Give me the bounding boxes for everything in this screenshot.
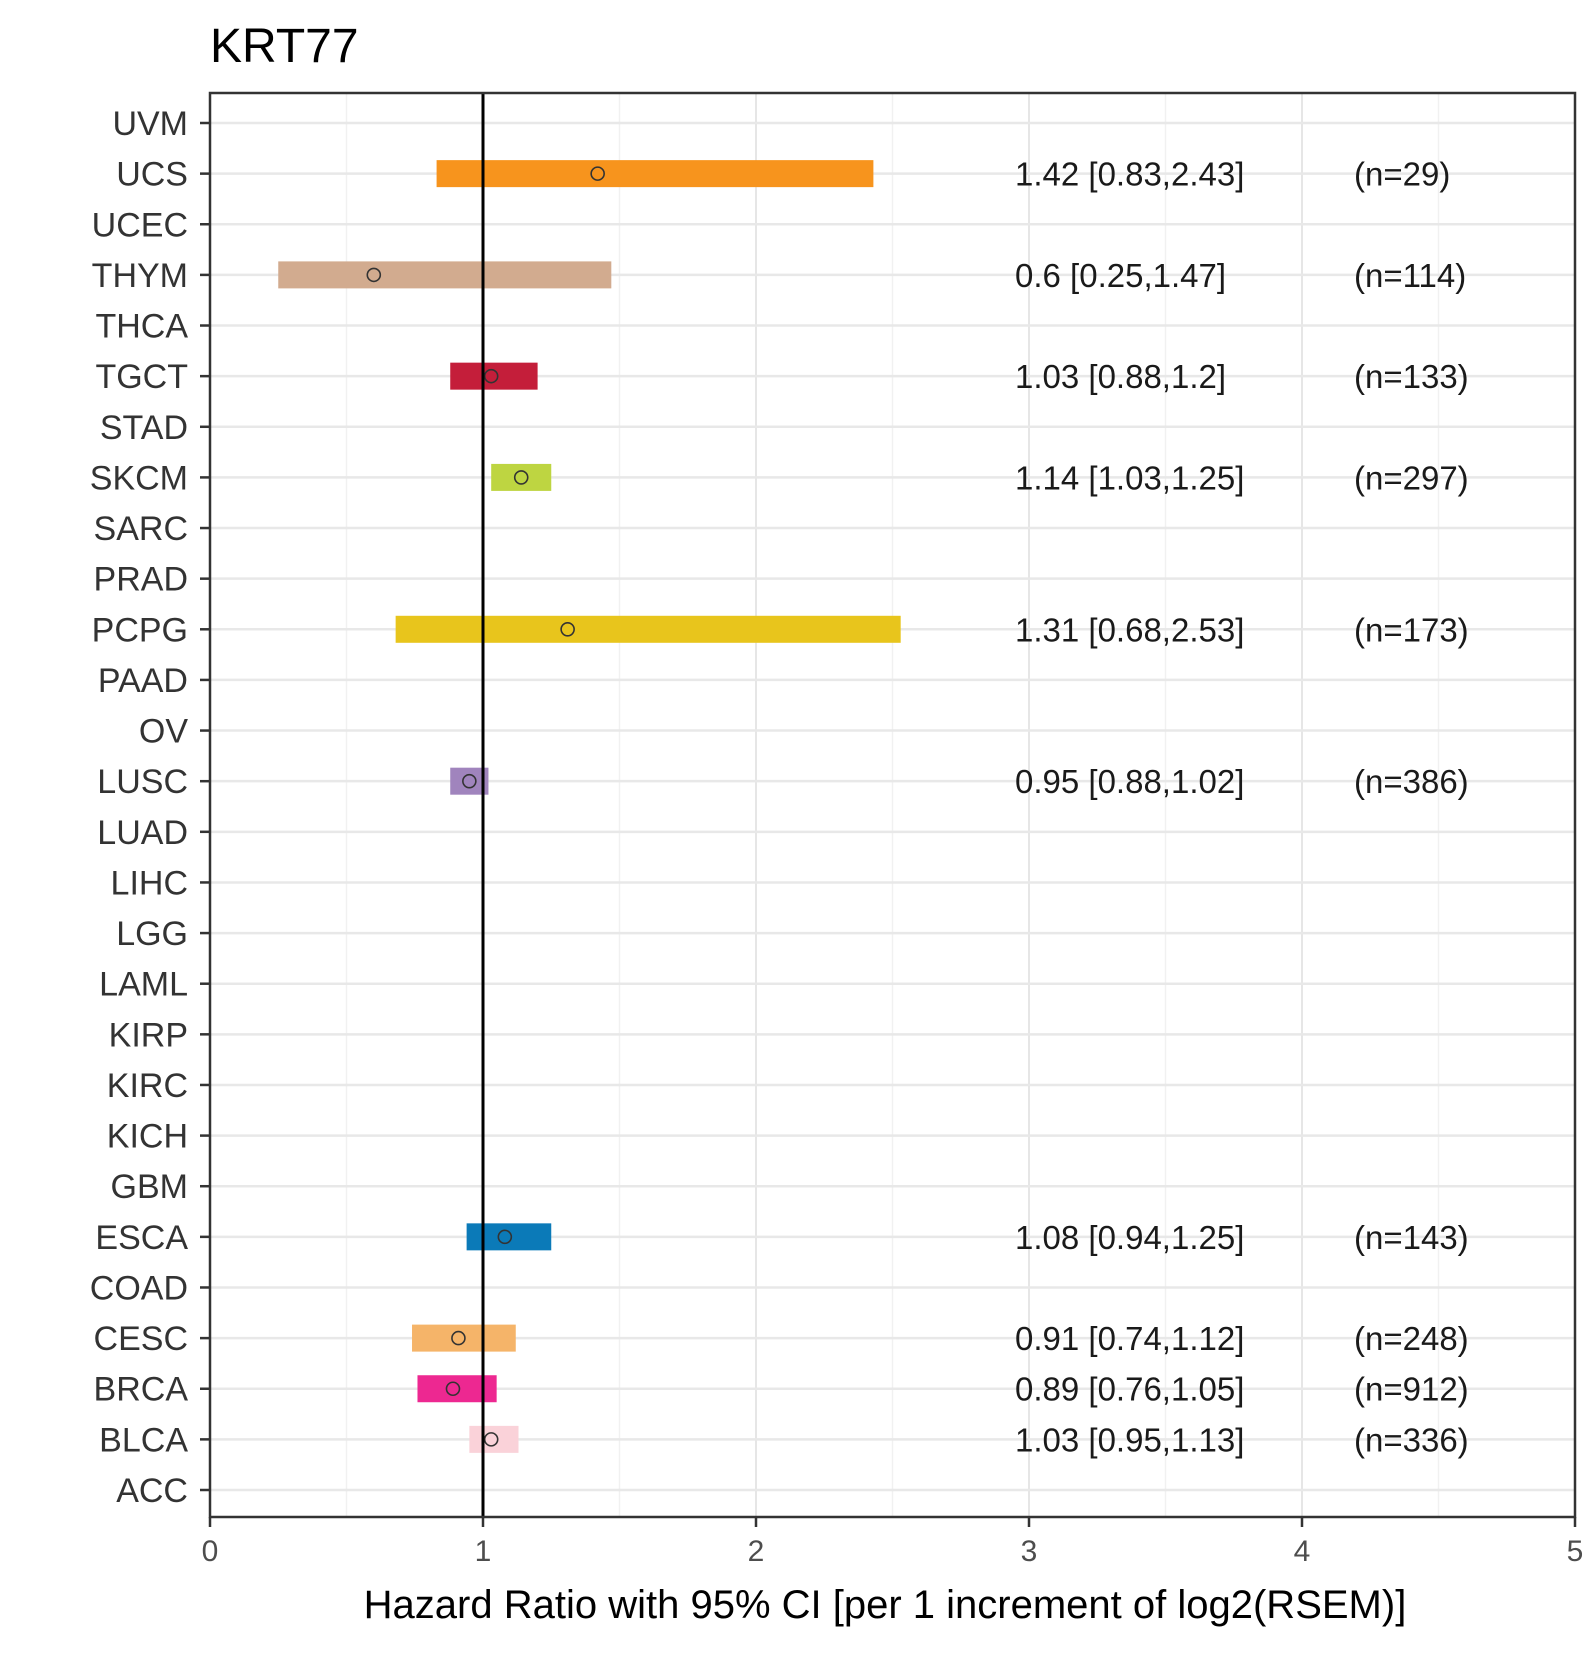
hr-point-tgct xyxy=(483,368,499,384)
ci-bar-esca xyxy=(466,1223,552,1251)
hr-ci-label-thym: 0.6 [0.25,1.47] xyxy=(1015,257,1226,294)
hr-ci-label-ucs: 1.42 [0.83,2.43] xyxy=(1015,156,1244,193)
n-label-esca: (n=143) xyxy=(1354,1219,1469,1256)
x-tick-label: 1 xyxy=(475,1535,492,1568)
plot-area: 1.42 [0.83,2.43] (n=29) 0.6 [0.25,1.47] (n=… xyxy=(90,91,1584,1568)
y-tick-label: CESC xyxy=(94,1320,188,1358)
ci-bar-brca xyxy=(417,1375,497,1403)
y-tick-label: THYM xyxy=(92,257,188,295)
y-tick-label: LUSC xyxy=(97,763,188,801)
hr-ci-label-tgct: 1.03 [0.88,1.2] xyxy=(1015,358,1226,395)
hr-ci-label-esca: 1.08 [0.94,1.25] xyxy=(1015,1219,1244,1256)
y-tick-label: UCS xyxy=(116,156,188,194)
hr-ci-label-lusc: 0.95 [0.88,1.02] xyxy=(1015,763,1244,800)
y-tick-label: BRCA xyxy=(94,1371,189,1409)
chart-title: KRT77 xyxy=(210,20,359,73)
y-tick-label: OV xyxy=(139,713,188,751)
hr-point-blca xyxy=(483,1432,499,1447)
hr-point-skcm xyxy=(513,470,529,485)
hr-point-lusc xyxy=(462,773,477,789)
n-label-thym: (n=114) xyxy=(1354,257,1466,294)
y-tick-label: LUAD xyxy=(97,814,188,852)
y-tick-label: BLCA xyxy=(99,1421,188,1459)
y-tick-label: LAML xyxy=(99,966,188,1004)
x-tick-label: 4 xyxy=(1294,1535,1311,1568)
hr-point-ucs xyxy=(590,166,605,181)
x-tick-label: 0 xyxy=(202,1535,219,1568)
y-tick-label: THCA xyxy=(95,308,188,346)
hr-ci-label-brca: 0.89 [0.76,1.05] xyxy=(1015,1371,1244,1408)
ci-bar-tgct xyxy=(450,362,538,390)
y-tick-label: PRAD xyxy=(94,561,188,599)
y-tick-label: KICH xyxy=(107,1118,188,1156)
hr-point-cesc xyxy=(451,1330,466,1346)
y-tick-label: STAD xyxy=(100,409,188,447)
ci-bar-skcm xyxy=(491,463,552,491)
y-tick-label: PAAD xyxy=(98,662,188,700)
n-label-ucs: (n=29) xyxy=(1354,156,1450,193)
ci-bar-blca xyxy=(469,1425,519,1453)
n-label-lusc: (n=386) xyxy=(1354,763,1469,800)
y-tick-label: GBM xyxy=(111,1168,188,1206)
n-label-blca: (n=336) xyxy=(1354,1421,1469,1458)
y-tick-label: PCPG xyxy=(92,611,188,649)
y-tick-label: TGCT xyxy=(95,358,188,396)
n-label-skcm: (n=297) xyxy=(1354,459,1469,496)
ci-bar-ucs xyxy=(436,160,874,188)
x-tick-label: 2 xyxy=(748,1535,765,1568)
n-label-cesc: (n=248) xyxy=(1354,1320,1469,1357)
y-tick-label: LGG xyxy=(116,915,188,953)
x-tick-label: 3 xyxy=(1021,1535,1038,1568)
x-tick-label: 5 xyxy=(1567,1535,1584,1568)
y-tick-label: SARC xyxy=(94,510,188,548)
hr-point-thym xyxy=(366,267,382,283)
ci-bar-thym xyxy=(278,261,612,289)
hr-ci-label-blca: 1.03 [0.95,1.13] xyxy=(1015,1421,1244,1458)
y-tick-label: KIRC xyxy=(107,1067,188,1105)
hr-point-brca xyxy=(445,1381,461,1397)
hr-ci-label-pcpg: 1.31 [0.68,2.53] xyxy=(1015,611,1244,648)
panel-border xyxy=(208,91,1577,1519)
y-tick-label: ESCA xyxy=(95,1219,188,1257)
hr-point-esca xyxy=(497,1229,513,1245)
ci-bar-pcpg xyxy=(395,615,901,643)
ci-bar-cesc xyxy=(412,1324,516,1352)
hr-ci-label-skcm: 1.14 [1.03,1.25] xyxy=(1015,459,1244,496)
hr-ci-label-cesc: 0.91 [0.74,1.12] xyxy=(1015,1320,1244,1357)
n-label-pcpg: (n=173) xyxy=(1354,611,1469,648)
y-tick-label: KIRP xyxy=(109,1016,188,1054)
y-tick-label: UVM xyxy=(112,105,188,143)
y-tick-label: COAD xyxy=(90,1269,188,1307)
y-tick-label: SKCM xyxy=(90,459,188,497)
y-tick-label: ACC xyxy=(116,1472,188,1510)
n-label-tgct: (n=133) xyxy=(1354,358,1469,395)
n-label-brca: (n=912) xyxy=(1354,1371,1469,1408)
y-tick-label: UCEC xyxy=(92,206,188,244)
hr-point-pcpg xyxy=(560,621,575,637)
y-tick-label: LIHC xyxy=(111,864,188,902)
x-axis-label: Hazard Ratio with 95% CI [per 1 incremen… xyxy=(364,1583,1407,1627)
